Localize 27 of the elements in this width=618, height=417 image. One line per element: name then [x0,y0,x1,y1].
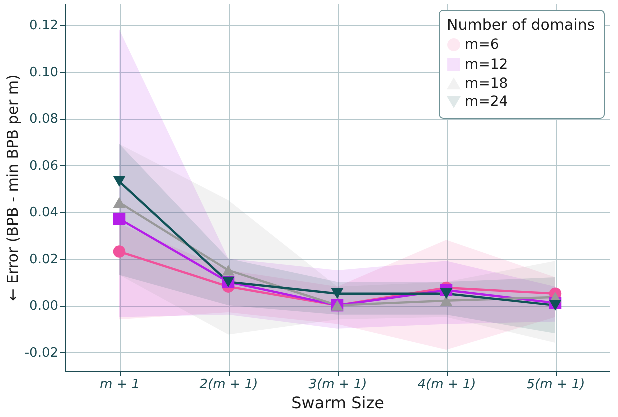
x-tick-label: 2(m + 1) [200,378,258,392]
y-tick-label: 0.08 [30,112,58,128]
x-tick-label: 4(m + 1) [418,378,476,392]
y-tick-label: 0.10 [30,65,58,80]
legend-label: m=12 [465,57,508,73]
y-tick-label: 0.00 [30,299,58,314]
legend-title: Number of domains [447,16,596,34]
point [222,265,235,276]
y-tick-label: 0.06 [30,158,58,174]
y-tick-label: 0.12 [30,18,58,34]
point [549,300,562,311]
x-axis-title: Swarm Size [292,394,384,412]
y-tick-label: -0.02 [24,346,58,361]
legend-label: m=18 [465,76,508,92]
x-tick-label: m + 1 [100,378,140,392]
y-tick-label: 0.04 [30,206,58,221]
legend-label: m=24 [465,94,508,110]
point [331,288,344,300]
point [113,246,126,258]
point [113,176,126,187]
point [113,197,126,208]
y-tick-label: 0.02 [30,252,58,268]
point [113,212,126,226]
legend-label: m=6 [465,37,500,53]
x-tick-label: 3(m + 1) [308,378,368,392]
x-tick-label: 5(m + 1) [526,378,586,392]
y-axis-title: ← Error (BPB - min BPB per m) [4,74,22,302]
